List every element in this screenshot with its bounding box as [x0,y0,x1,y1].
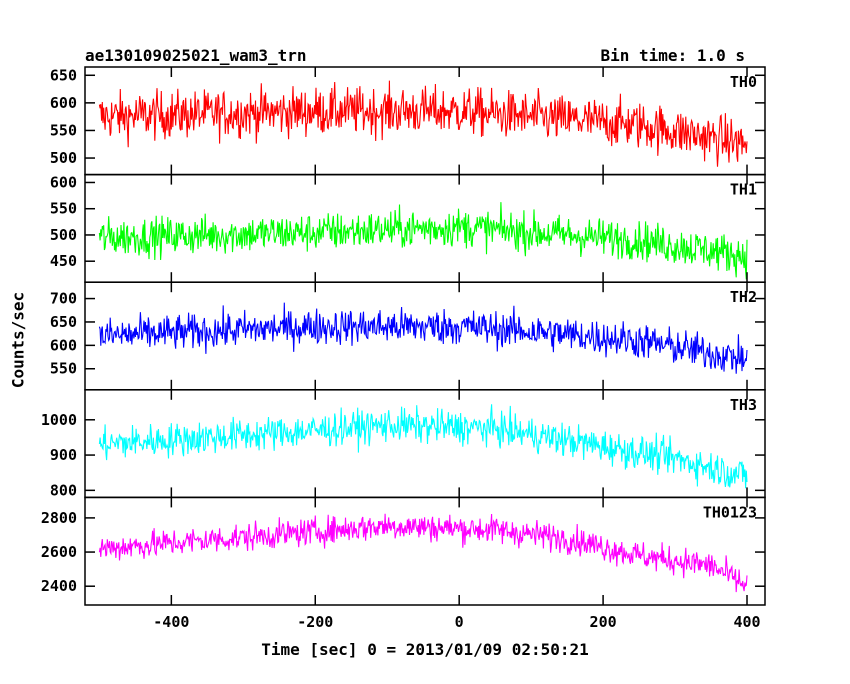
panel-label-th2: TH2 [730,288,757,306]
series-th0 [98,80,748,167]
y-tick-label-th0123: 2400 [41,577,77,595]
y-tick-label-th0: 500 [50,149,77,167]
x-axis-label: Time [sec] 0 = 2013/01/09 02:50:21 [261,640,589,659]
x-tick-label: -400 [153,613,189,631]
y-tick-label-th0123: 2600 [41,543,77,561]
chart-title: ae130109025021_wam3_trn [85,46,307,65]
y-tick-label-th2: 550 [50,360,77,378]
y-tick-label-th1: 500 [50,226,77,244]
y-tick-label-th0: 600 [50,94,77,112]
y-tick-label-th3: 900 [50,446,77,464]
y-tick-label-th3: 800 [50,481,77,499]
series-th0123 [98,513,748,593]
y-tick-label-th2: 600 [50,336,77,354]
series-th2 [98,302,748,374]
x-tick-label: 400 [733,613,760,631]
y-axis-label: Counts/sec [8,291,28,389]
x-tick-label: -200 [297,613,333,631]
y-tick-label-th1: 600 [50,173,77,191]
y-tick-label-th0: 650 [50,66,77,84]
panel-label-th1: TH1 [730,181,757,199]
y-tick-label-th3: 1000 [41,411,77,429]
x-tick-label: 0 [455,613,464,631]
y-tick-label-th1: 450 [50,252,77,270]
bin-time-label: Bin time: 1.0 s [600,46,746,65]
y-tick-label-th0123: 2800 [41,509,77,527]
panel-frame-th0123 [84,496,766,606]
panel-label-th0: TH0 [730,73,757,91]
series-th1 [98,202,748,280]
y-tick-label-th2: 650 [50,313,77,331]
y-tick-label-th2: 700 [50,290,77,308]
series-th3 [98,404,748,489]
y-tick-label-th0: 550 [50,121,77,139]
x-tick-label: 200 [590,613,617,631]
y-tick-label-th1: 550 [50,200,77,218]
panel-label-th0123: TH0123 [703,503,757,521]
panel-label-th3: TH3 [730,396,757,414]
